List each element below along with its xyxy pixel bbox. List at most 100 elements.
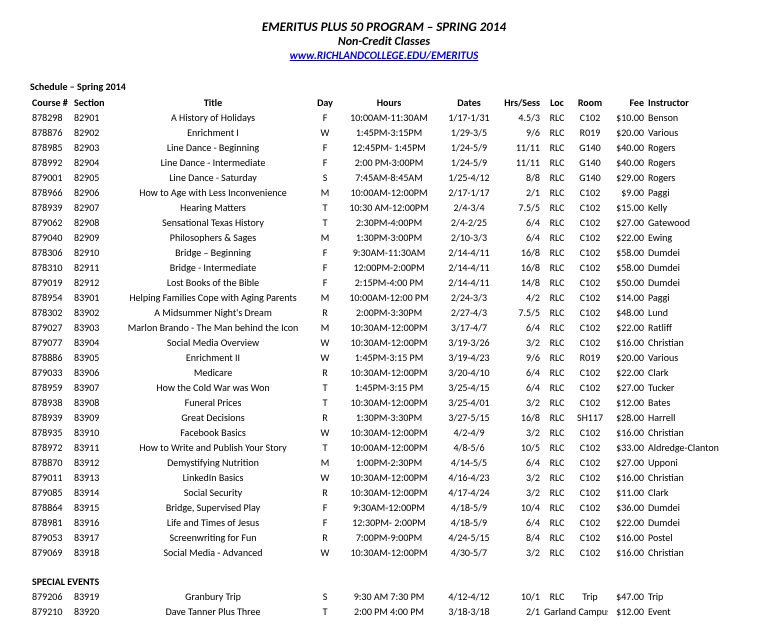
cell: RLC bbox=[542, 140, 572, 155]
table-row: 87908583914Social SecurityR10:30AM-12:00… bbox=[30, 485, 738, 500]
cell: Paggi bbox=[646, 185, 738, 200]
cell: RLC bbox=[542, 530, 572, 545]
cell: 83904 bbox=[72, 335, 114, 350]
cell: Lund bbox=[646, 305, 738, 320]
cell: 10:30AM-12:00PM bbox=[338, 335, 440, 350]
cell: 878938 bbox=[30, 395, 72, 410]
cell: Trip bbox=[646, 589, 738, 604]
cell: R019 bbox=[572, 350, 608, 365]
cell: 83906 bbox=[72, 365, 114, 380]
cell: 2/4-2/25 bbox=[440, 215, 498, 230]
cell: 1:45PM-3:15 PM bbox=[338, 350, 440, 365]
cell: 2/17-1/17 bbox=[440, 185, 498, 200]
table-row: 87903383906MedicareR10:30AM-12:00PM3/20-… bbox=[30, 365, 738, 380]
cell: T bbox=[312, 200, 338, 215]
cell: RLC bbox=[542, 395, 572, 410]
cell: 82904 bbox=[72, 155, 114, 170]
cell: 4/12-4/12 bbox=[440, 589, 498, 604]
table-row: 87830682910Bridge – BeginningF9:30AM-11:… bbox=[30, 245, 738, 260]
cell: 82911 bbox=[72, 260, 114, 275]
cell: RLC bbox=[542, 170, 572, 185]
cell: $20.00 bbox=[608, 350, 646, 365]
cell: F bbox=[312, 260, 338, 275]
cell: M bbox=[312, 290, 338, 305]
cell: 3/19-3/26 bbox=[440, 335, 498, 350]
cell: Gatewood bbox=[646, 215, 738, 230]
cell: 878992 bbox=[30, 155, 72, 170]
table-head: Course #SectionTitleDayHoursDatesHrs/Ses… bbox=[30, 95, 738, 110]
program-link[interactable]: www.RICHLANDCOLLEGE.EDU/EMERITUS bbox=[290, 49, 479, 62]
cell: $22.00 bbox=[608, 365, 646, 380]
cell: 10:30AM-12:00PM bbox=[338, 485, 440, 500]
cell: Harrell bbox=[646, 410, 738, 425]
cell: C102 bbox=[572, 380, 608, 395]
cell: RLC bbox=[542, 500, 572, 515]
col-header-section: Section bbox=[72, 95, 114, 110]
cell: 879085 bbox=[30, 485, 72, 500]
cell: 878939 bbox=[30, 200, 72, 215]
cell: Dave Tanner Plus Three bbox=[114, 604, 312, 619]
cell: $10.00 bbox=[608, 110, 646, 125]
cell: RLC bbox=[542, 350, 572, 365]
cell: F bbox=[312, 500, 338, 515]
cell: 83916 bbox=[72, 515, 114, 530]
col-header-hrs: Hrs/Sess bbox=[498, 95, 542, 110]
cell: $27.00 bbox=[608, 455, 646, 470]
cell: C102 bbox=[572, 500, 608, 515]
cell: C102 bbox=[572, 260, 608, 275]
cell: RLC bbox=[542, 230, 572, 245]
cell: How the Cold War was Won bbox=[114, 380, 312, 395]
cell: 1:00PM-2:30PM bbox=[338, 455, 440, 470]
cell: C102 bbox=[572, 440, 608, 455]
cell: Hearing Matters bbox=[114, 200, 312, 215]
cell: 82912 bbox=[72, 275, 114, 290]
cell: M bbox=[312, 230, 338, 245]
cell: Dumdei bbox=[646, 275, 738, 290]
table-row: 87887682902Enrichment IW1:45PM-3:15PM1/2… bbox=[30, 125, 738, 140]
cell: Aldredge-Clanton bbox=[646, 440, 738, 455]
cell: F bbox=[312, 245, 338, 260]
cell: 11/11 bbox=[498, 140, 542, 155]
cell: $16.00 bbox=[608, 530, 646, 545]
cell: 2:15PM-4:00 PM bbox=[338, 275, 440, 290]
cell: $40.00 bbox=[608, 140, 646, 155]
cell: 83919 bbox=[72, 589, 114, 604]
cell: 9:30AM-11:30AM bbox=[338, 245, 440, 260]
cell: 6/4 bbox=[498, 455, 542, 470]
cell: 878306 bbox=[30, 245, 72, 260]
cell: $20.00 bbox=[608, 125, 646, 140]
col-header-fee: Fee bbox=[608, 95, 646, 110]
cell: 83917 bbox=[72, 530, 114, 545]
cell: $28.00 bbox=[608, 410, 646, 425]
cell: Facebook Basics bbox=[114, 425, 312, 440]
cell: C102 bbox=[572, 515, 608, 530]
cell: Christian bbox=[646, 545, 738, 560]
cell: 83909 bbox=[72, 410, 114, 425]
cell: 7:00PM-9:00PM bbox=[338, 530, 440, 545]
cell: W bbox=[312, 425, 338, 440]
table-body: 87829882901A History of HolidaysF10:00AM… bbox=[30, 110, 738, 560]
cell: 879069 bbox=[30, 545, 72, 560]
cell: Paggi bbox=[646, 290, 738, 305]
cell: 878876 bbox=[30, 125, 72, 140]
cell: Rogers bbox=[646, 155, 738, 170]
cell: 1/24-5/9 bbox=[440, 140, 498, 155]
cell: Rogers bbox=[646, 170, 738, 185]
cell: R bbox=[312, 485, 338, 500]
table-row: 87888683905Enrichment IIW1:45PM-3:15 PM3… bbox=[30, 350, 738, 365]
cell: Marlon Brando - The Man behind the Icon bbox=[114, 320, 312, 335]
cell: W bbox=[312, 470, 338, 485]
cell: F bbox=[312, 140, 338, 155]
cell: 83908 bbox=[72, 395, 114, 410]
cell: 3/25-4/01 bbox=[440, 395, 498, 410]
cell: 10:30AM-12:00PM bbox=[338, 365, 440, 380]
table-row: 87901183913LinkedIn BasicsW10:30AM-12:00… bbox=[30, 470, 738, 485]
cell: Line Dance - Intermediate bbox=[114, 155, 312, 170]
cell: C102 bbox=[572, 230, 608, 245]
cell: Social Media - Advanced bbox=[114, 545, 312, 560]
table-row: 87900182905Line Dance - SaturdayS7:45AM-… bbox=[30, 170, 738, 185]
cell: Event bbox=[646, 604, 738, 619]
cell: RLC bbox=[542, 515, 572, 530]
cell: R bbox=[312, 530, 338, 545]
cell: RLC bbox=[542, 215, 572, 230]
